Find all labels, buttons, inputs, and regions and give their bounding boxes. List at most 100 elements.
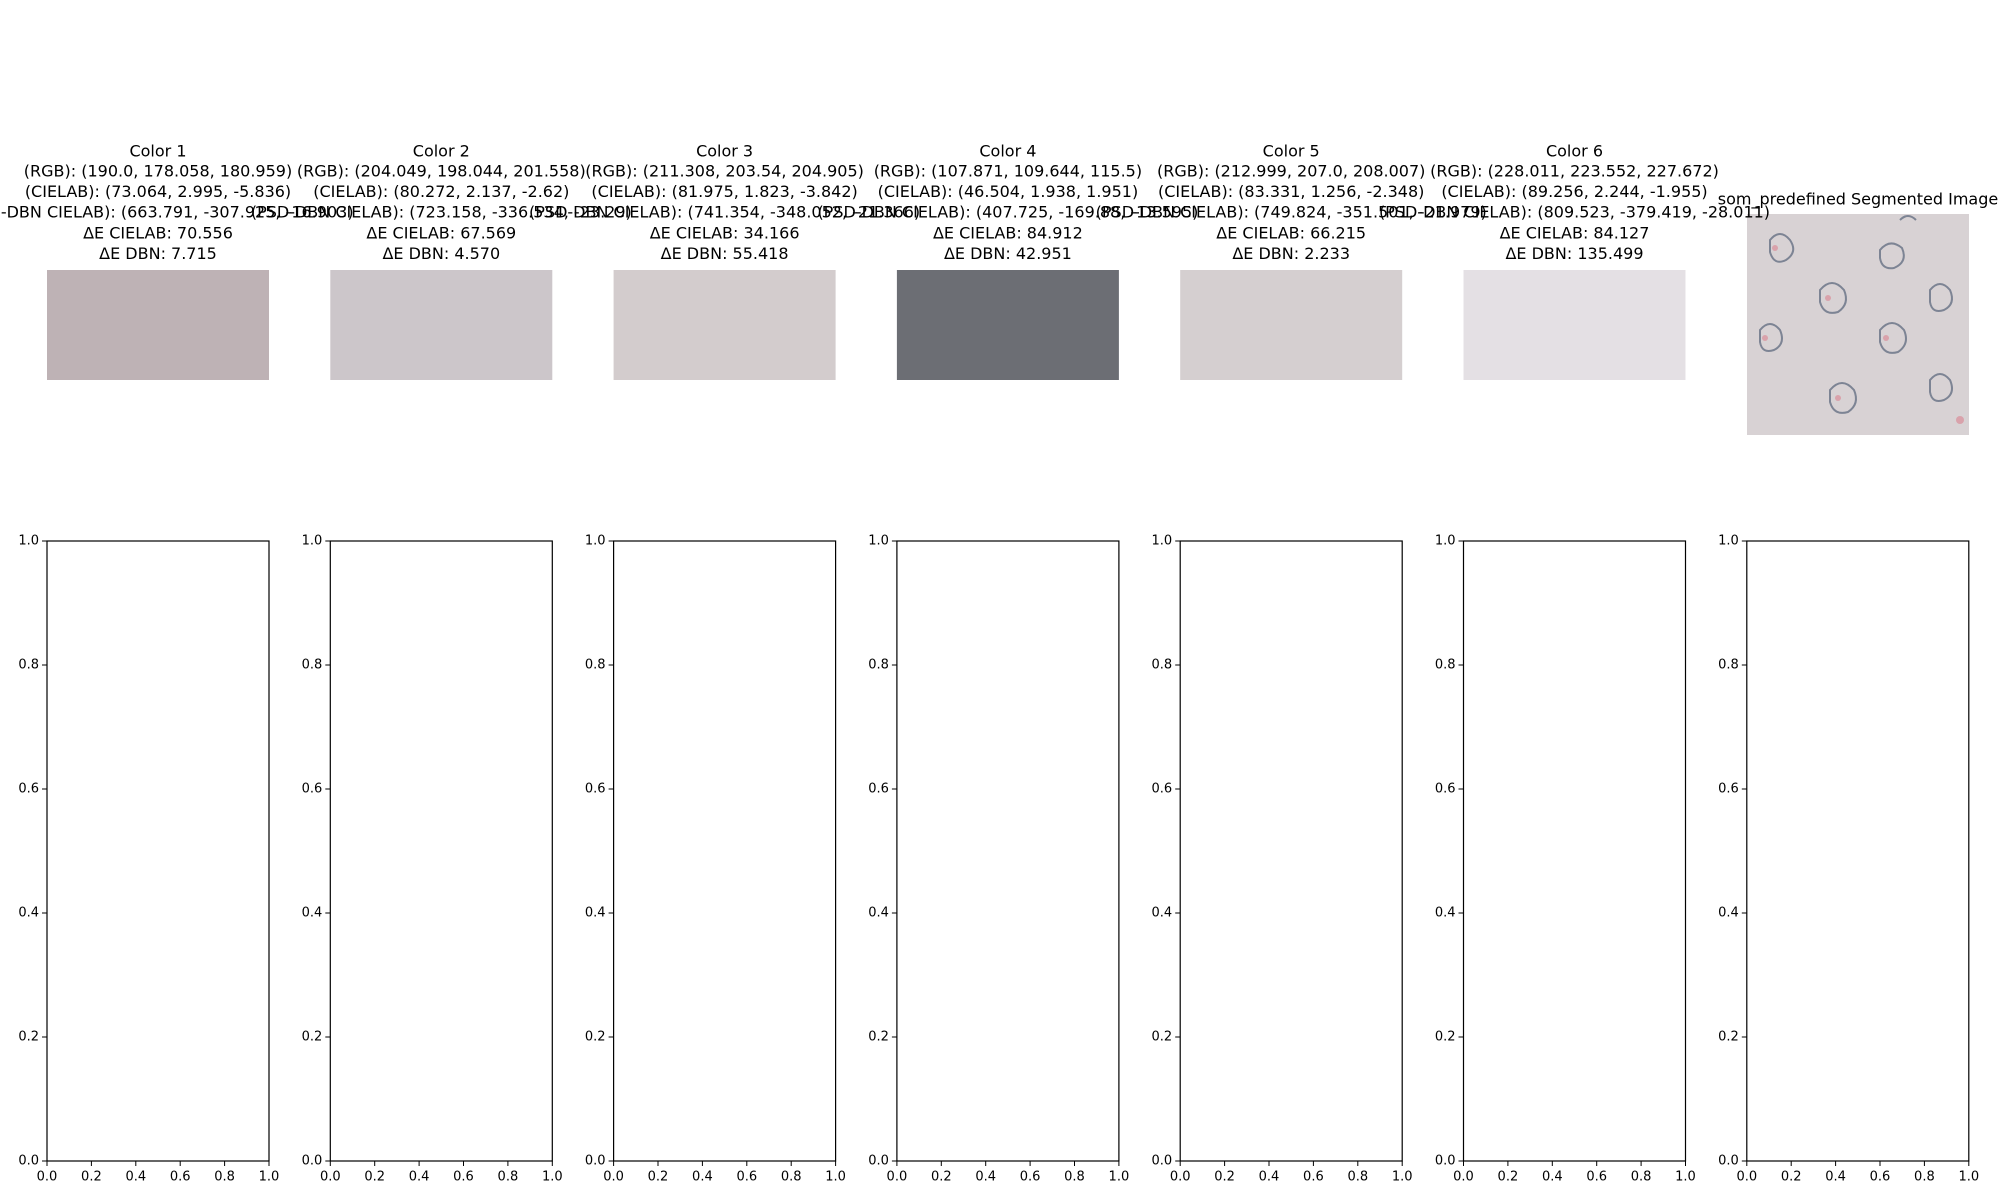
y-tick-label: 0.0 (868, 1154, 889, 1169)
panel-line: (RGB): (107.871, 109.644, 115.5) (874, 162, 1142, 181)
y-tick-label: 0.2 (1718, 1030, 1739, 1045)
panel-line: (CIELAB): (46.504, 1.938, 1.951) (878, 182, 1139, 201)
x-tick-label: 1.0 (1392, 1170, 1413, 1185)
x-tick-label: 0.2 (1498, 1170, 1519, 1185)
x-tick-label: 0.6 (453, 1170, 474, 1185)
y-tick-label: 0.4 (1718, 906, 1739, 921)
y-tick-label: 0.0 (1435, 1154, 1456, 1169)
color-swatch (330, 270, 553, 380)
image-area (1747, 214, 1969, 435)
y-tick-label: 0.4 (1152, 906, 1173, 921)
segmented-image (1747, 214, 1969, 435)
x-tick-label: 0.0 (320, 1170, 341, 1185)
x-tick-label: 1.0 (259, 1170, 280, 1185)
panel-title: Color 1 (129, 142, 186, 161)
axes-frame (46, 540, 270, 1162)
panel-line: (CIELAB): (89.256, 2.244, -1.955) (1441, 182, 1707, 201)
y-tick-label: 0.4 (585, 906, 606, 921)
panel-line: (PSD-DBN CIELAB): (663.791, -307.925, -1… (0, 203, 354, 222)
panel-title: Color 6 (1546, 142, 1603, 161)
x-tick-label: 1.0 (1958, 1170, 1979, 1185)
y-tick-label: 0.6 (302, 782, 323, 797)
y-tick-label: 1.0 (868, 534, 889, 549)
y-tick-label: 0.8 (585, 658, 606, 673)
panel-line: ΔE CIELAB: 34.166 (650, 223, 800, 242)
x-tick-label: 1.0 (542, 1170, 563, 1185)
y-tick-label: 0.4 (18, 906, 39, 921)
color-swatch (613, 270, 836, 380)
panel-line: ΔE DBN: 55.418 (661, 244, 789, 263)
y-tick-label: 0.0 (18, 1154, 39, 1169)
x-tick-label: 0.0 (1170, 1170, 1191, 1185)
image-pattern (1759, 215, 1953, 414)
panel-line: ΔE CIELAB: 70.556 (83, 223, 233, 242)
panel-line: (PSD-DBN CIELAB): (407.725, -169.88, -13… (817, 203, 1198, 222)
y-tick-label: 1.0 (1718, 534, 1739, 549)
x-tick-label: 0.6 (1020, 1170, 1041, 1185)
x-tick-label: 0.2 (648, 1170, 669, 1185)
panel-line: ΔE DBN: 7.715 (99, 244, 217, 263)
y-tick-label: 0.8 (868, 658, 889, 673)
color-swatch (1180, 270, 1403, 380)
panel-title: Color 2 (413, 142, 470, 161)
panel-line: ΔE DBN: 42.951 (944, 244, 1072, 263)
panel-line: ΔE DBN: 135.499 (1505, 244, 1643, 263)
y-tick-label: 0.8 (18, 658, 39, 673)
x-tick-label: 0.4 (1825, 1170, 1846, 1185)
panel-line: (CIELAB): (83.331, 1.256, -2.348) (1158, 182, 1424, 201)
x-tick-label: 0.2 (1781, 1170, 1802, 1185)
y-tick-label: 1.0 (1152, 534, 1173, 549)
axes-frame (329, 540, 553, 1162)
y-tick-label: 0.4 (302, 906, 323, 921)
y-tick-label: 0.8 (1152, 658, 1173, 673)
x-tick-label: 0.6 (1303, 1170, 1324, 1185)
y-tick-label: 0.2 (585, 1030, 606, 1045)
panel-line: ΔE CIELAB: 67.569 (366, 223, 516, 242)
panel-line: ΔE CIELAB: 84.127 (1500, 223, 1650, 242)
panel-line: (CIELAB): (80.272, 2.137, -2.62) (313, 182, 569, 201)
panel-title: Color 5 (1263, 142, 1320, 161)
x-tick-label: 0.4 (409, 1170, 430, 1185)
panel-line: ΔE CIELAB: 84.912 (933, 223, 1083, 242)
panel-line: (PSD-DBN CIELAB): (809.523, -379.419, -2… (1379, 203, 1770, 222)
panel-line: (CIELAB): (81.975, 1.823, -3.842) (591, 182, 857, 201)
panel-line: (RGB): (212.999, 207.0, 208.007) (1157, 162, 1425, 181)
panel-line: (PSD-DBN CIELAB): (741.354, -348.052, -2… (529, 203, 920, 222)
panel-title: Color 4 (979, 142, 1036, 161)
y-tick-label: 0.0 (1718, 1154, 1739, 1169)
x-tick-label: 0.0 (1736, 1170, 1757, 1185)
panel-line: (PSD-DBN CIELAB): (749.824, -351.501, -2… (1096, 203, 1487, 222)
x-tick-label: 0.4 (1259, 1170, 1280, 1185)
color-swatch (896, 270, 1119, 380)
x-tick-label: 0.0 (37, 1170, 58, 1185)
x-tick-label: 1.0 (825, 1170, 846, 1185)
y-tick-label: 0.0 (302, 1154, 323, 1169)
y-tick-label: 1.0 (18, 534, 39, 549)
x-tick-label: 0.0 (1453, 1170, 1474, 1185)
x-tick-label: 0.8 (781, 1170, 802, 1185)
x-tick-label: 1.0 (1109, 1170, 1130, 1185)
y-tick-label: 1.0 (302, 534, 323, 549)
color-swatch (1463, 270, 1686, 380)
y-tick-label: 0.6 (18, 782, 39, 797)
x-tick-label: 0.2 (364, 1170, 385, 1185)
y-tick-label: 0.0 (585, 1154, 606, 1169)
x-tick-label: 0.6 (736, 1170, 757, 1185)
x-tick-label: 0.6 (1586, 1170, 1607, 1185)
x-tick-label: 0.2 (931, 1170, 952, 1185)
panel-line: (CIELAB): (73.064, 2.995, -5.836) (25, 182, 291, 201)
panel-line: (RGB): (204.049, 198.044, 201.558) (297, 162, 586, 181)
x-tick-label: 0.8 (1347, 1170, 1368, 1185)
panel-line: ΔE CIELAB: 66.215 (1216, 223, 1366, 242)
x-tick-label: 0.4 (125, 1170, 146, 1185)
axes-frame (896, 540, 1120, 1162)
axes-frame (1746, 540, 1970, 1162)
axes-frame (612, 540, 837, 1162)
axes-frame (1462, 540, 1687, 1162)
y-tick-label: 1.0 (585, 534, 606, 549)
image-accents (1762, 245, 1964, 424)
x-tick-label: 0.8 (214, 1170, 235, 1185)
x-tick-label: 0.8 (498, 1170, 519, 1185)
